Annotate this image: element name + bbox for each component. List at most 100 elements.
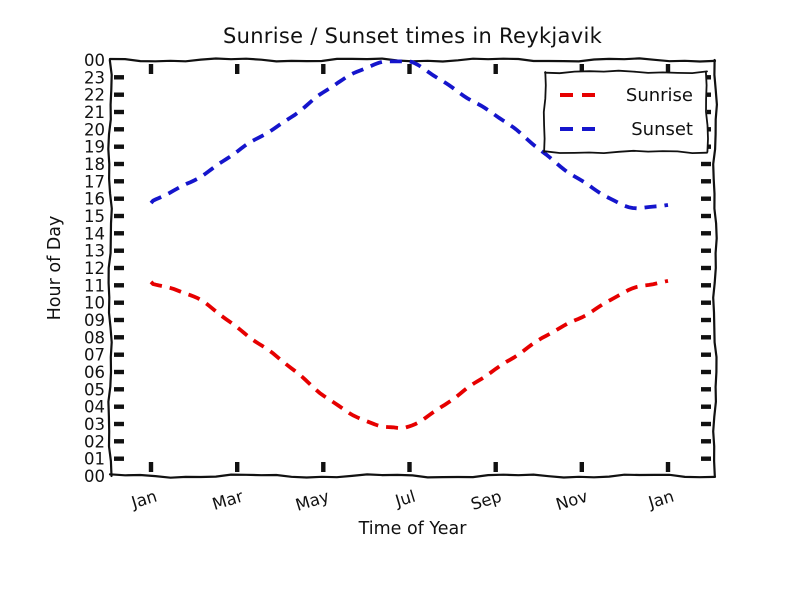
y-tick-label: 00 xyxy=(84,467,105,486)
y-tick-right xyxy=(701,404,711,409)
x-tick-label: Jul xyxy=(392,487,418,511)
y-tick-right xyxy=(701,248,711,253)
y-tick-label: 10 xyxy=(84,294,105,313)
y-tick-label: 12 xyxy=(84,259,105,278)
x-tick xyxy=(493,462,498,472)
y-tick xyxy=(114,161,124,167)
chart-title: Sunrise / Sunset times in Reykjavik xyxy=(222,24,603,48)
y-tick-label: 15 xyxy=(84,207,105,226)
y-tick-label: 17 xyxy=(84,172,105,191)
y-tick xyxy=(114,317,124,323)
y-tick xyxy=(114,283,124,288)
legend-label-sunset: Sunset xyxy=(631,118,693,140)
y-tick-label: 06 xyxy=(84,363,105,382)
y-tick xyxy=(114,404,124,409)
x-tick-top xyxy=(407,64,412,74)
x-tick-label: Jan xyxy=(645,487,676,513)
axis-frame-bottom xyxy=(108,473,717,479)
y-tick-label: 21 xyxy=(84,103,105,122)
x-tick-label: Mar xyxy=(210,487,246,514)
legend-label-sunrise: Sunrise xyxy=(625,84,693,106)
y-tick xyxy=(114,213,124,219)
x-tick-label: Nov xyxy=(554,487,591,515)
legend-box-border xyxy=(705,71,709,153)
y-tick-label: 03 xyxy=(84,415,105,434)
y-tick-label: 07 xyxy=(84,346,105,365)
sunset-line-swatch xyxy=(560,127,604,131)
x-tick-label: May xyxy=(293,487,331,515)
axis-frame-left xyxy=(107,58,113,478)
legend-item-sunrise: Sunrise xyxy=(545,85,707,106)
x-tick-top xyxy=(321,64,326,74)
y-tick-right xyxy=(701,265,711,271)
y-tick xyxy=(114,265,124,271)
y-tick-right xyxy=(701,161,711,167)
y-tick-right xyxy=(701,179,711,184)
y-tick xyxy=(114,75,124,80)
y-axis-label: Hour of Day xyxy=(45,215,65,321)
y-tick xyxy=(114,335,124,340)
sunset-curve xyxy=(149,59,669,211)
x-tick-top xyxy=(665,64,671,74)
legend: Sunrise Sunset xyxy=(545,72,707,152)
y-tick-right xyxy=(701,231,711,236)
y-tick xyxy=(114,387,124,392)
y-tick xyxy=(114,421,124,427)
y-tick-label: 05 xyxy=(84,380,105,399)
y-tick xyxy=(114,92,124,97)
x-axis-label: Time of Year xyxy=(358,519,467,539)
y-tick xyxy=(114,179,124,184)
legend-box-border xyxy=(544,69,708,75)
y-tick-right xyxy=(701,456,711,461)
y-tick-right xyxy=(701,335,711,340)
y-tick-right xyxy=(701,369,711,375)
y-tick xyxy=(114,144,124,149)
legend-box-border xyxy=(542,71,547,153)
y-tick-right xyxy=(701,317,711,323)
y-tick xyxy=(114,127,124,132)
y-tick-label: 18 xyxy=(84,155,105,174)
x-tick xyxy=(235,462,240,472)
x-tick-label: Jan xyxy=(128,487,159,513)
y-tick-label: 23 xyxy=(84,68,105,87)
x-tick xyxy=(148,462,154,472)
x-tick-top xyxy=(148,64,154,74)
y-tick-right xyxy=(701,283,711,288)
y-tick xyxy=(114,439,124,444)
y-tick xyxy=(114,109,124,115)
y-tick xyxy=(114,352,124,357)
y-tick-label: 20 xyxy=(84,120,105,139)
y-tick-label: 02 xyxy=(84,432,105,451)
y-tick-right xyxy=(701,300,711,305)
sunrise-curve xyxy=(149,279,669,431)
y-tick-label: 13 xyxy=(84,242,105,261)
x-tick xyxy=(579,462,584,472)
y-tick xyxy=(114,231,124,236)
y-tick xyxy=(114,300,124,305)
y-tick-label: 08 xyxy=(84,328,105,347)
y-tick-label: 22 xyxy=(84,86,105,105)
y-tick xyxy=(114,196,124,201)
y-tick-right xyxy=(701,439,711,444)
legend-box-border xyxy=(544,149,708,155)
legend-item-sunset: Sunset xyxy=(545,119,707,140)
y-tick-label: 11 xyxy=(84,276,105,295)
y-tick-label: 14 xyxy=(84,224,105,243)
y-tick-right xyxy=(701,387,711,392)
y-tick xyxy=(114,248,124,253)
x-tick xyxy=(321,462,326,472)
x-tick xyxy=(407,462,412,472)
y-tick-label: 09 xyxy=(84,311,105,330)
y-tick-label: 01 xyxy=(84,450,105,469)
y-tick-label: 19 xyxy=(84,138,105,157)
x-tick-top xyxy=(235,64,240,74)
y-tick-right xyxy=(701,196,711,201)
y-tick-right xyxy=(701,421,711,427)
y-tick-right xyxy=(701,213,711,219)
y-tick-label: 04 xyxy=(84,398,105,417)
legend-box-fill xyxy=(545,72,707,152)
y-tick-right xyxy=(701,352,711,357)
y-tick-label: 16 xyxy=(84,190,105,209)
